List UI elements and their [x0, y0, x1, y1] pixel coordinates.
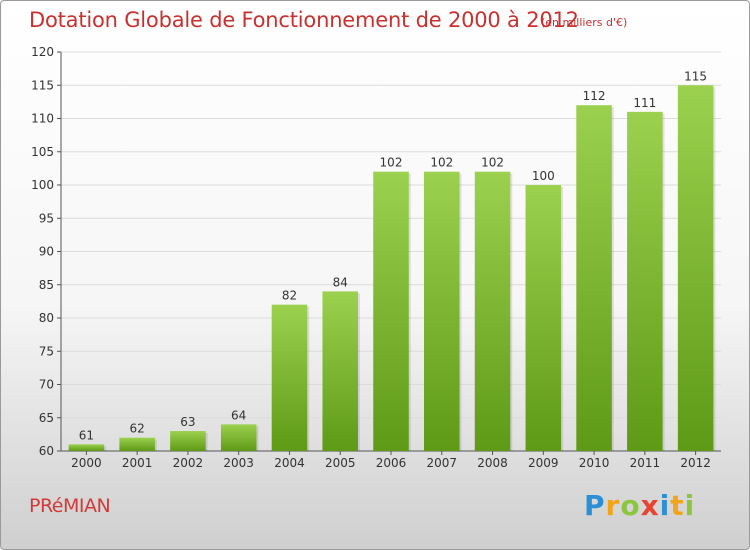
bar-value-label: 112 [583, 89, 606, 103]
bar-value-label: 61 [79, 428, 94, 442]
y-tick-label: 85 [39, 278, 54, 292]
bar-value-label: 64 [231, 408, 246, 422]
x-tick-label: 2001 [122, 456, 153, 470]
bar [576, 105, 612, 451]
bar [68, 444, 105, 451]
bar-value-label: 102 [481, 156, 504, 170]
x-tick-label: 2010 [579, 456, 610, 470]
bar [677, 85, 714, 451]
bar [119, 437, 155, 451]
y-tick-label: 110 [31, 112, 54, 126]
bar [373, 171, 409, 451]
y-tick-label: 100 [31, 178, 54, 192]
bars [68, 85, 716, 451]
commune-name: PRéMIAN [29, 495, 111, 517]
bar [627, 111, 663, 451]
y-tick-label: 75 [39, 344, 54, 358]
bar-value-label: 82 [282, 289, 297, 303]
bar-value-label: 84 [333, 275, 348, 289]
y-tick-label: 65 [39, 411, 54, 425]
bar-value-label: 63 [180, 415, 195, 429]
bar-value-label: 102 [380, 156, 403, 170]
labels: 60 65 70 75 80 85 90 95 100 105 110 115 120 61 2000 62 2… [31, 45, 711, 470]
bar [424, 171, 460, 451]
bar-value-label: 111 [633, 96, 656, 110]
x-tick-label: 2002 [173, 456, 204, 470]
y-tick-label: 80 [39, 311, 54, 325]
x-tick-label: 2011 [630, 456, 661, 470]
y-tick-label: 90 [39, 245, 54, 259]
bar-value-label: 102 [430, 156, 453, 170]
bar [525, 185, 562, 451]
chart-title: Dotation Globale de Fonctionnement de 20… [29, 8, 579, 32]
proxiti-logo[interactable]: Proxiti [584, 489, 696, 522]
x-tick-label: 2003 [223, 456, 254, 470]
x-tick-label: 2008 [477, 456, 508, 470]
bar-value-label: 62 [130, 422, 145, 436]
bar-value-label: 100 [532, 169, 555, 183]
x-tick-label: 2009 [528, 456, 559, 470]
bar [474, 171, 511, 451]
y-tick-label: 70 [39, 378, 54, 392]
y-tick-label: 105 [31, 145, 54, 159]
y-tick-label: 115 [31, 78, 54, 92]
bar [271, 304, 308, 451]
bar [322, 291, 358, 451]
x-tick-label: 2004 [274, 456, 305, 470]
bar [170, 431, 206, 451]
x-tick-label: 2012 [680, 456, 711, 470]
x-tick-label: 2000 [71, 456, 102, 470]
x-tick-label: 2007 [426, 456, 457, 470]
chart-unit-note: (en milliers d'€) [541, 16, 628, 29]
x-tick-label: 2006 [376, 456, 407, 470]
bar-value-label: 115 [684, 69, 707, 83]
y-tick-label: 60 [39, 444, 54, 458]
y-tick-label: 120 [31, 45, 54, 59]
bar [220, 424, 257, 451]
y-tick-label: 95 [39, 211, 54, 225]
x-tick-label: 2005 [325, 456, 356, 470]
